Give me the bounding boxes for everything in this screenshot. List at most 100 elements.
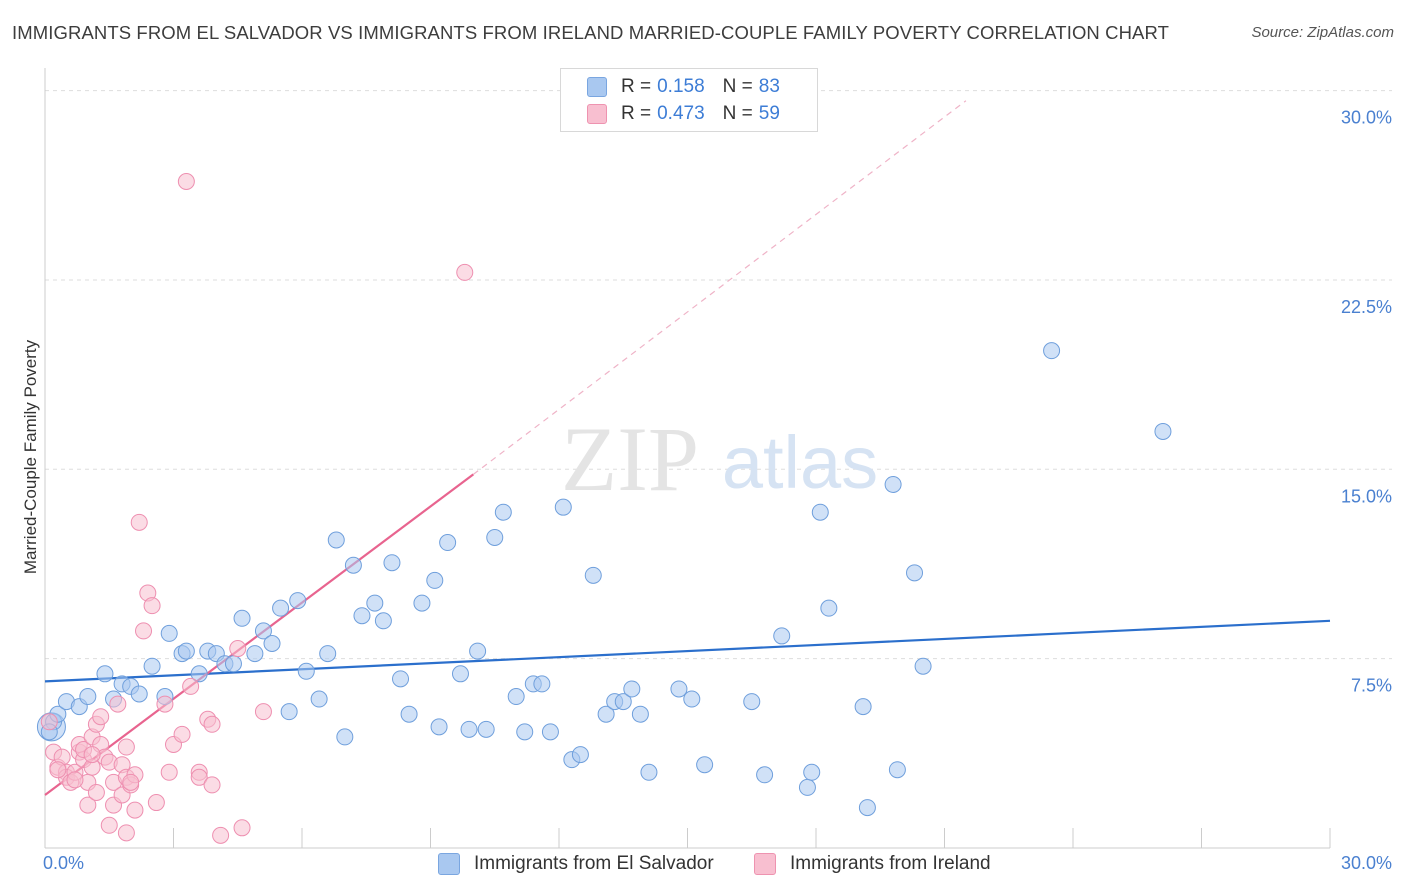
data-point-ireland xyxy=(117,824,135,842)
data-point-el-salvador xyxy=(554,498,572,516)
chart-title: IMMIGRANTS FROM EL SALVADOR VS IMMIGRANT… xyxy=(12,22,1170,43)
data-point-el-salvador xyxy=(280,703,298,721)
data-point-el-salvador xyxy=(272,599,290,617)
data-point-ireland xyxy=(212,826,230,844)
y-tick-label: 30.0% xyxy=(1341,108,1392,128)
legend-n-label: N = xyxy=(722,76,753,97)
data-point-el-salvador xyxy=(263,635,281,653)
bottom-legend-swatch-el-salvador xyxy=(438,853,460,875)
legend-r-label: R = xyxy=(621,76,652,97)
data-point-el-salvador xyxy=(79,688,97,706)
data-point-el-salvador xyxy=(430,718,448,736)
data-point-ireland xyxy=(182,677,200,695)
data-point-el-salvador xyxy=(319,645,337,663)
data-point-el-salvador xyxy=(96,665,114,683)
data-point-ireland xyxy=(92,708,110,726)
data-point-el-salvador xyxy=(884,475,902,493)
data-point-el-salvador xyxy=(400,705,418,723)
data-point-el-salvador xyxy=(426,571,444,589)
data-point-ireland xyxy=(177,173,195,191)
data-point-el-salvador xyxy=(336,728,354,746)
data-point-el-salvador xyxy=(190,665,208,683)
data-point-el-salvador xyxy=(858,799,876,817)
x-tick-label: 0.0% xyxy=(43,853,84,873)
data-point-ireland xyxy=(87,783,105,801)
data-point-el-salvador xyxy=(906,564,924,582)
data-point-el-salvador xyxy=(327,531,345,549)
data-point-el-salvador xyxy=(533,675,551,693)
data-point-el-salvador xyxy=(439,534,457,552)
data-point-el-salvador xyxy=(614,693,632,711)
data-point-ireland xyxy=(126,801,144,819)
data-point-el-salvador xyxy=(177,642,195,660)
legend-r-label: R = xyxy=(621,103,652,124)
legend-n-value: 83 xyxy=(758,76,780,97)
data-point-el-salvador xyxy=(374,612,392,630)
data-point-el-salvador xyxy=(820,599,838,617)
data-point-ireland xyxy=(66,771,84,789)
legend: R = 0.158 N = 83 R = 0.473 N = 59 xyxy=(560,68,818,132)
data-point-el-salvador xyxy=(310,690,328,708)
axes xyxy=(44,68,1331,849)
data-point-el-salvador xyxy=(224,655,242,673)
data-point-el-salvador xyxy=(130,685,148,703)
data-point-el-salvador xyxy=(743,693,761,711)
bottom-legend-label-el-salvador: Immigrants from El Salvador xyxy=(474,853,714,874)
data-point-el-salvador xyxy=(696,756,714,774)
data-point-el-salvador xyxy=(246,645,264,663)
bottom-legend-el-salvador: Immigrants from El Salvador xyxy=(438,851,714,877)
data-point-el-salvador xyxy=(803,763,821,781)
data-point-ireland xyxy=(160,763,178,781)
data-point-el-salvador xyxy=(413,594,431,612)
data-point-el-salvador xyxy=(289,592,307,610)
bottom-legend-swatch-ireland xyxy=(754,853,776,875)
data-point-ireland xyxy=(229,640,247,658)
data-point-el-salvador xyxy=(477,720,495,738)
legend-row-el-salvador: R = 0.158 N = 83 xyxy=(587,75,780,99)
y-tick-label: 15.0% xyxy=(1341,486,1392,506)
data-point-el-salvador xyxy=(254,622,272,640)
data-point-el-salvador xyxy=(469,642,487,660)
trend-line-el-salvador xyxy=(44,619,1331,683)
source-credit: Source: ZipAtlas.com xyxy=(1251,24,1394,41)
legend-r-value: 0.158 xyxy=(657,76,705,97)
data-point-ireland xyxy=(83,746,101,764)
tick-labels: 7.5% 15.0% 22.5% 30.0% 0.0% 30.0% xyxy=(43,108,1392,873)
data-point-ireland xyxy=(203,715,221,733)
legend-r-value: 0.473 xyxy=(657,103,705,124)
x-tick-label: 30.0% xyxy=(1341,853,1392,873)
data-point-el-salvador xyxy=(631,705,649,723)
data-point-el-salvador xyxy=(623,680,641,698)
legend-swatch-el-salvador xyxy=(587,77,607,97)
data-point-el-salvador xyxy=(297,662,315,680)
data-point-el-salvador xyxy=(507,688,525,706)
data-point-el-salvador xyxy=(353,607,371,625)
data-point-el-salvador xyxy=(1043,342,1061,360)
trend-line-ireland-extension xyxy=(472,100,967,475)
y-axis-label: Married-Couple Family Poverty xyxy=(21,339,40,574)
data-point-el-salvador xyxy=(683,690,701,708)
data-point-ireland xyxy=(203,776,221,794)
data-point-el-salvador xyxy=(756,766,774,784)
data-point-el-salvador xyxy=(798,778,816,796)
data-point-el-salvador xyxy=(640,763,658,781)
watermark: ZIP atlas xyxy=(561,408,878,510)
data-point-ireland xyxy=(456,263,474,281)
data-point-el-salvador xyxy=(460,720,478,738)
data-point-el-salvador xyxy=(451,665,469,683)
data-point-el-salvador xyxy=(160,624,178,642)
bottom-legend-ireland: Immigrants from Ireland xyxy=(754,851,991,877)
data-point-ireland xyxy=(190,768,208,786)
legend-swatch-ireland xyxy=(587,104,607,124)
data-point-el-salvador xyxy=(516,723,534,741)
data-point-el-salvador xyxy=(773,627,791,645)
data-point-el-salvador xyxy=(541,723,559,741)
data-point-el-salvador xyxy=(344,556,362,574)
data-point-el-salvador xyxy=(233,609,251,627)
bottom-legend-label-ireland: Immigrants from Ireland xyxy=(790,853,991,874)
data-point-ireland xyxy=(130,513,148,531)
data-point-ireland xyxy=(49,761,67,779)
data-point-el-salvador xyxy=(888,761,906,779)
watermark-atlas: atlas xyxy=(722,421,878,504)
